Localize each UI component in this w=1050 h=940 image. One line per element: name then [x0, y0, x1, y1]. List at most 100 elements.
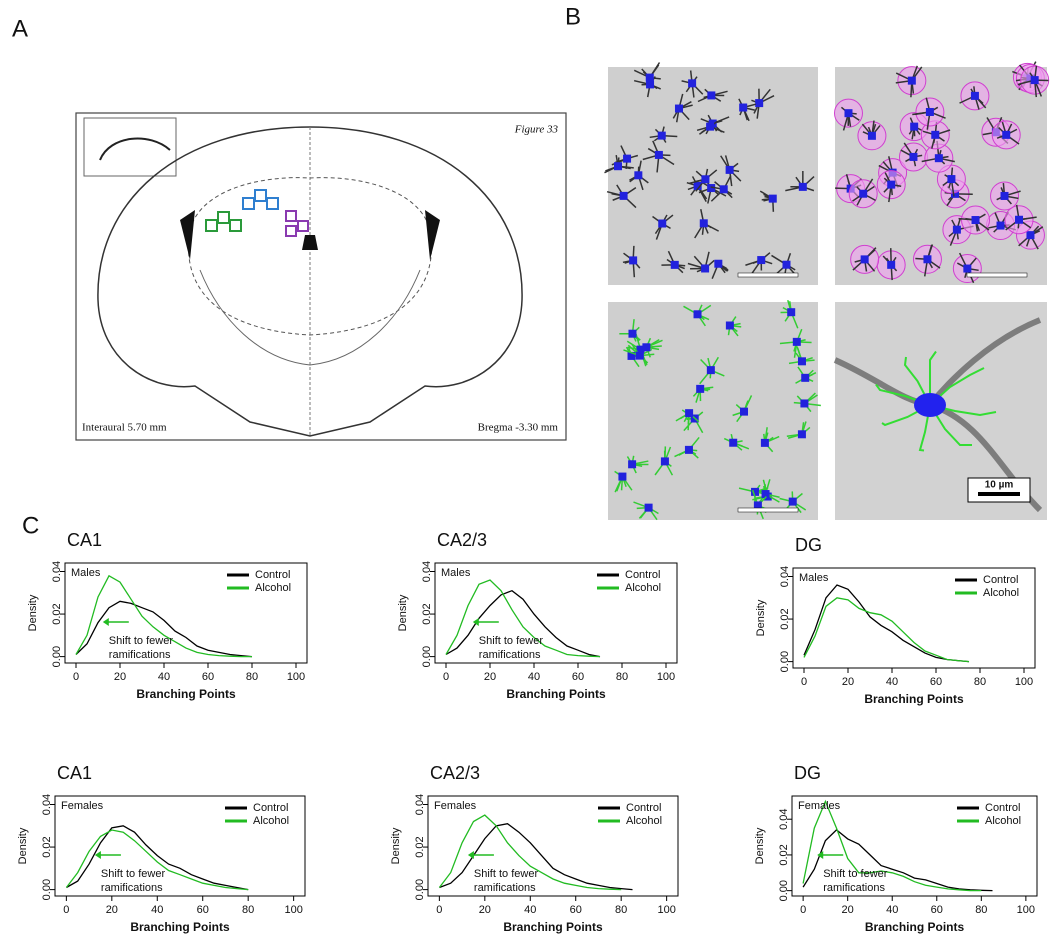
ventricles	[180, 210, 440, 260]
cell-body	[634, 171, 643, 180]
legend-label: Control	[255, 569, 290, 581]
x-tick-label: 60	[570, 904, 582, 916]
chart-title: CA2/3	[437, 530, 487, 550]
atlas-figure: Figure 33	[514, 124, 559, 136]
group-label: Males	[441, 567, 471, 579]
scale-bar	[737, 272, 799, 278]
inset-brain	[99, 137, 171, 161]
cell-body	[623, 154, 632, 163]
cell-body	[859, 189, 868, 198]
x-tick-label: 80	[246, 671, 258, 683]
y-axis-label: Density	[754, 827, 766, 864]
legend-label: Control	[985, 802, 1020, 814]
legend-label: Alcohol	[983, 587, 1019, 599]
cell-body	[782, 260, 791, 269]
chart-title: CA2/3	[430, 763, 480, 783]
micrograph	[608, 67, 818, 285]
panel-label: B	[565, 3, 581, 30]
y-tick-label: 0.04	[41, 794, 53, 815]
cell-body	[860, 255, 869, 264]
cell-body	[699, 219, 708, 228]
roi-ca1	[266, 197, 279, 210]
cell-body	[685, 409, 694, 418]
x-tick-label: 80	[242, 904, 254, 916]
cell-body	[674, 104, 683, 113]
plot-frame	[427, 795, 679, 897]
cell-body	[788, 497, 797, 506]
atlas: Figure 33 Interaural 5.70 mm Bregma -3.3…	[75, 112, 567, 441]
cell-body	[684, 445, 693, 454]
cell-body	[963, 264, 972, 273]
group-label: Females	[61, 800, 104, 812]
plot-frame	[792, 567, 1036, 669]
scale-bar	[966, 272, 1028, 278]
cell-body	[693, 310, 702, 319]
panel-label: C	[22, 512, 39, 539]
cell-body	[629, 256, 638, 265]
cell-body	[950, 189, 959, 198]
chart-title: DG	[794, 763, 821, 783]
chart-title: CA1	[67, 530, 102, 550]
scale-bar	[978, 492, 1020, 496]
cell-body	[797, 357, 806, 366]
annotation: ramifications	[474, 882, 536, 894]
cell-body	[627, 351, 636, 360]
annotation: Shift to fewer	[101, 868, 166, 880]
inner-outline	[199, 269, 421, 366]
x-tick-label: 20	[114, 671, 126, 683]
cell-body	[619, 191, 628, 200]
skeleton-branch	[903, 356, 931, 406]
cell-body	[660, 457, 669, 466]
skeleton-branch	[929, 350, 937, 405]
roi-ca23	[205, 219, 218, 232]
shift-arrowhead	[102, 618, 109, 626]
x-tick-label: 80	[975, 904, 987, 916]
legend-label: Control	[625, 569, 660, 581]
roi-ca1	[254, 189, 267, 202]
x-tick-label: 0	[63, 904, 69, 916]
cell-body	[693, 181, 702, 190]
annotation: ramifications	[109, 649, 171, 661]
cell-body	[688, 79, 697, 88]
cell-body	[755, 99, 764, 108]
x-axis-label: Branching Points	[865, 920, 965, 934]
cell-body	[618, 472, 627, 481]
x-tick-label: 20	[842, 904, 854, 916]
y-tick-label: 0.00	[41, 879, 53, 900]
panel-label: A	[12, 15, 28, 42]
cell-body	[706, 122, 715, 131]
cell-body	[725, 321, 734, 330]
density-line	[802, 829, 993, 892]
plot-frame	[54, 795, 306, 897]
chart-title: DG	[795, 535, 822, 555]
y-tick-label: 0.02	[414, 836, 426, 857]
cell-body	[909, 152, 918, 161]
cell-body	[739, 103, 748, 112]
cell-body	[636, 345, 645, 354]
shift-arrowhead	[817, 851, 824, 859]
y-tick-label: 0.04	[414, 794, 426, 815]
hippocampus-outline	[188, 177, 432, 336]
y-tick-label: 0.00	[779, 651, 791, 672]
x-tick-label: 0	[436, 904, 442, 916]
density-line	[445, 579, 601, 658]
density-charts: CA1 0 20 40 60 80 100 0.00 0.02 0.04 Branching Poi…	[17, 530, 1038, 934]
cell-body	[1002, 130, 1011, 139]
density-line	[802, 799, 982, 892]
x-axis-label: Branching Points	[506, 687, 606, 701]
cell-body	[798, 182, 807, 191]
cell-body	[635, 351, 644, 360]
cell-body	[792, 337, 801, 346]
cell-body	[923, 255, 932, 264]
legend-label: Alcohol	[253, 815, 289, 827]
x-tick-label: 80	[615, 904, 627, 916]
plot-frame	[64, 562, 308, 664]
atlas-bregma: Bregma -3.30 mm	[478, 422, 559, 434]
cell-body	[971, 216, 980, 225]
y-tick-label: 0.02	[778, 844, 790, 865]
density-line	[66, 825, 249, 891]
density-line	[75, 600, 253, 658]
cell-body	[642, 343, 651, 352]
x-tick-label: 100	[287, 671, 305, 683]
